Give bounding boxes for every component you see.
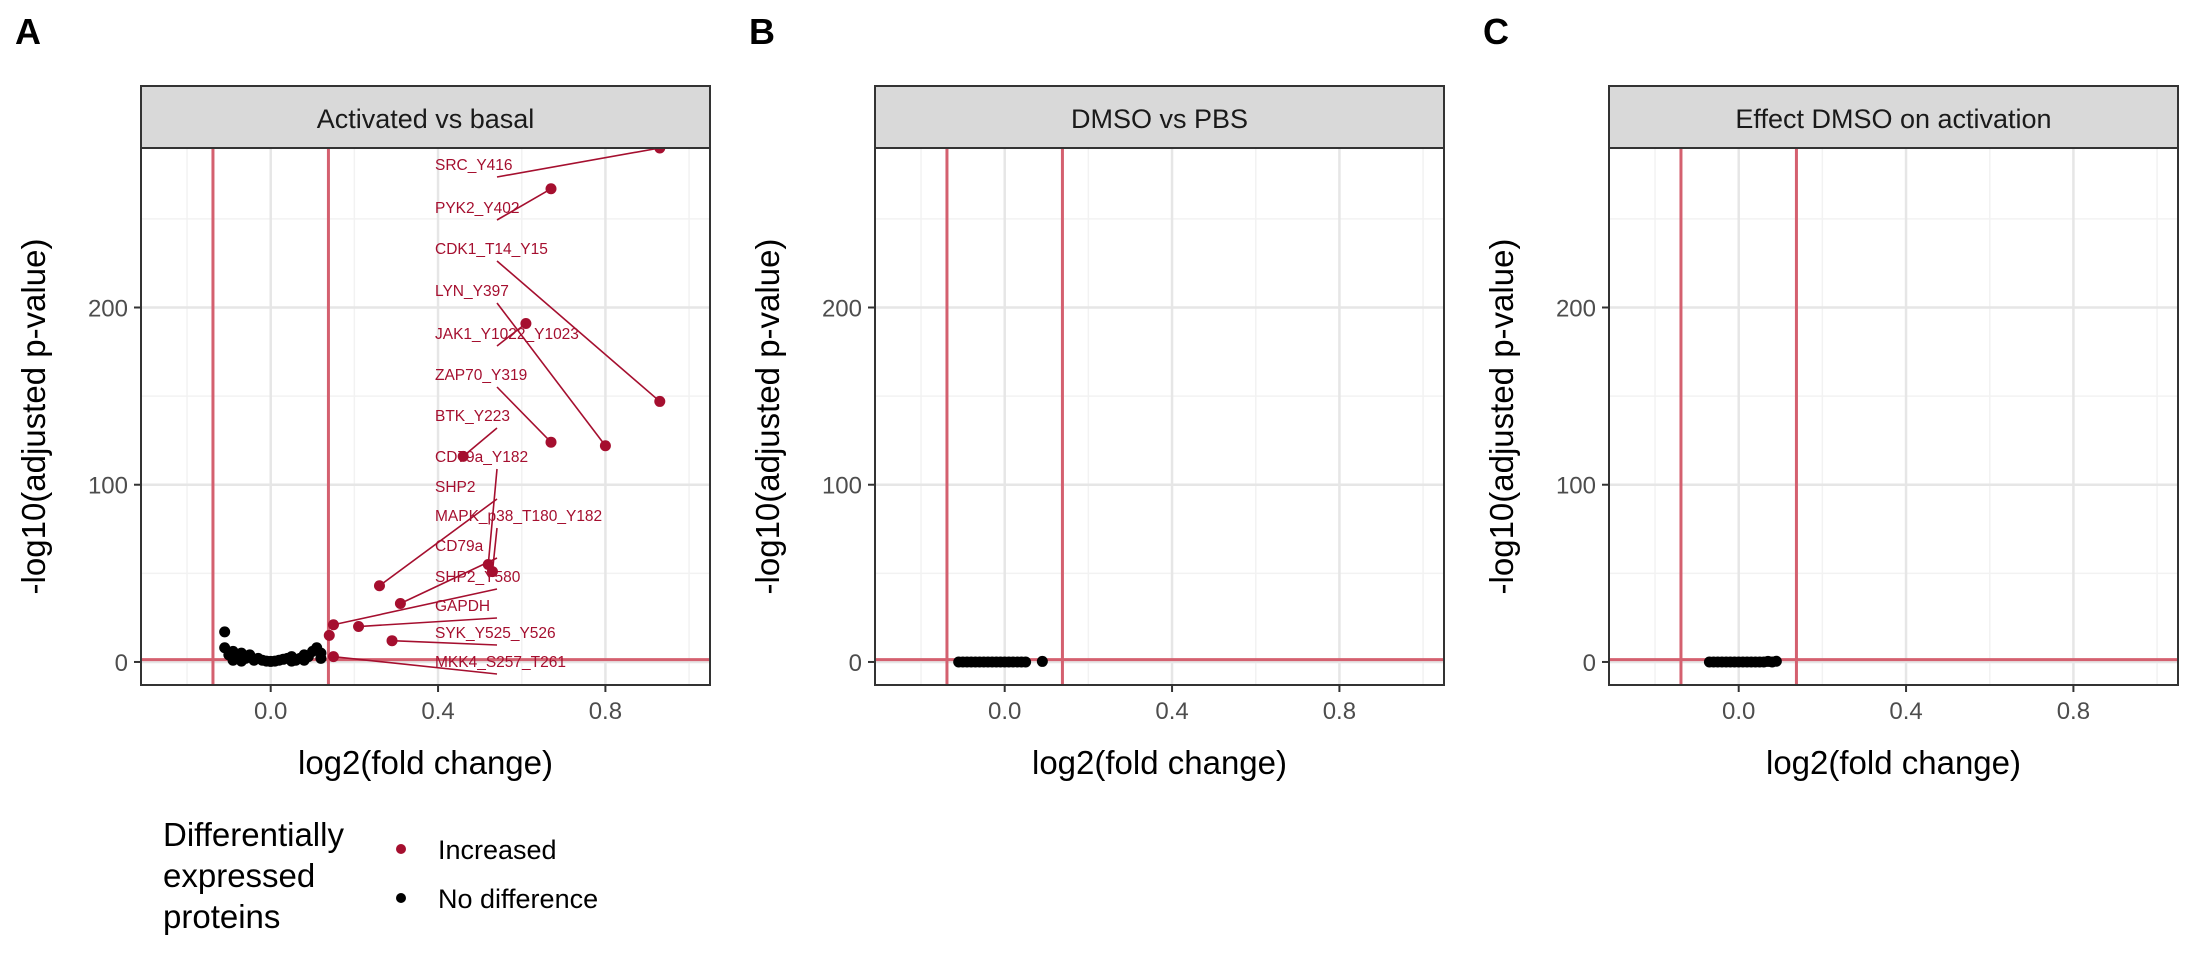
y-tick-label: 200: [88, 296, 128, 323]
legend-title-line-1: Differentially: [163, 816, 344, 853]
leader-line-jak1-y1022-y1023: [496, 322, 527, 347]
legend-key-increased: [396, 844, 406, 854]
y-axis-title: -log10(adjusted p-value): [1483, 239, 1520, 595]
point-label-jak1-y1022-y1023: JAK1_Y1022_Y1023: [435, 326, 579, 343]
leader-line-cd79a-y182: [487, 468, 498, 565]
facet-strip-title: Activated vs basal: [317, 104, 535, 134]
leader-line-src-y416: [496, 148, 660, 178]
x-axis-title: log2(fold change): [298, 744, 553, 781]
plot-area: [1609, 148, 2178, 685]
legend: Differentially expressed proteins Increa…: [163, 816, 598, 935]
y-axis-title: -log10(adjusted p-value): [749, 239, 786, 595]
point-label-zap70-y319: ZAP70_Y319: [435, 367, 527, 384]
y-tick-label: 200: [1556, 296, 1596, 323]
leader-line-pyk2-y402: [496, 188, 552, 221]
point-no-difference: [298, 654, 310, 666]
leader-line-syk-y525-y526: [391, 639, 498, 646]
x-tick-label: 0.8: [589, 698, 622, 725]
panel-a: A Activated vs basal SRC_Y416 PYK2_Y402 CDK1…: [15, 11, 711, 781]
facet-strip-title: Effect DMSO on activation: [1735, 104, 2051, 134]
leader-line-shp2-y580: [333, 588, 498, 626]
panel-border: [140, 147, 711, 686]
x-tick-label: 0.4: [1155, 698, 1188, 725]
y-tick-label: 100: [822, 473, 862, 500]
x-tick-label: 0.4: [421, 698, 454, 725]
point-increased-src-y416: [654, 148, 666, 154]
leader-line-shp2: [379, 498, 498, 587]
panel-b: B DMSO vs PBS 0.0 0.4 0.8 0 100 200 log2(fold ch…: [749, 11, 1445, 781]
x-tick-label: 0.4: [1889, 698, 1922, 725]
point-no-difference: [235, 655, 247, 667]
plot-area: SRC_Y416 PYK2_Y402 CDK1_T14_Y15 LYN_Y397 JAK…: [141, 148, 710, 685]
x-tick-label: 0.8: [2057, 698, 2090, 725]
point-label-src-y416: SRC_Y416: [435, 157, 513, 174]
y-tick-label: 0: [115, 650, 128, 677]
point-increased: [323, 629, 335, 641]
point-no-difference: [315, 647, 327, 659]
panel-border: [1608, 147, 2179, 686]
facet-strip-title: DMSO vs PBS: [1071, 104, 1248, 134]
point-no-difference: [227, 654, 239, 666]
point-label-gapdh: GAPDH: [435, 598, 490, 615]
x-tick-label: 0.8: [1323, 698, 1356, 725]
point-label-shp2-y580: SHP2_Y580: [435, 569, 521, 586]
x-tick-label: 0.0: [254, 698, 287, 725]
panel-border: [874, 147, 1445, 686]
legend-key-no-difference: [396, 893, 406, 903]
y-tick-label: 100: [88, 473, 128, 500]
facet-strip: [140, 85, 711, 149]
panels-layer: A Activated vs basal SRC_Y416 PYK2_Y402 CDK1…: [15, 11, 2179, 781]
point-no-difference: [286, 655, 298, 667]
y-tick-label: 200: [822, 296, 862, 323]
legend-label-no-difference: No difference: [438, 884, 598, 914]
legend-title-line-3: proteins: [163, 898, 280, 935]
leader-line-zap70-y319: [496, 386, 552, 443]
grid: [141, 148, 710, 685]
facet-strip: [874, 85, 1445, 149]
point-label-mapk-p38-t180-y182: MAPK_p38_T180_Y182: [435, 508, 602, 525]
y-tick-label: 100: [1556, 473, 1596, 500]
point-label-cd79a-y182: CD79a_Y182: [435, 449, 528, 466]
x-tick-label: 0.0: [1722, 698, 1755, 725]
leader-line-mkk4-s257-t261: [333, 655, 498, 675]
point-label-pyk2-y402: PYK2_Y402: [435, 200, 519, 217]
plot-area: [875, 148, 1444, 685]
panel-c: C Effect DMSO on activation 0.0 0.4 0.8 0 100 2…: [1483, 11, 2179, 781]
point-label-cdk1-t14-y15: CDK1_T14_Y15: [435, 241, 548, 258]
grid: [875, 148, 1444, 685]
point-label-shp2: SHP2: [435, 479, 476, 496]
facet-strip: [1608, 85, 2179, 149]
point-label-btk-y223: BTK_Y223: [435, 408, 510, 425]
point-no-difference: [1036, 655, 1048, 667]
y-axis-title: -log10(adjusted p-value): [15, 239, 52, 595]
point-label-lyn-y397: LYN_Y397: [435, 283, 509, 300]
point-no-difference: [1020, 656, 1032, 668]
point-no-difference: [1770, 655, 1782, 667]
leader-line-mapk-p38-t180-y182: [491, 527, 498, 572]
point-label-syk-y525-y526: SYK_Y525_Y526: [435, 625, 556, 642]
x-axis-title: log2(fold change): [1032, 744, 1287, 781]
leader-line-cd79a: [400, 557, 498, 605]
legend-label-increased: Increased: [438, 835, 557, 865]
panel-letter: A: [15, 11, 41, 52]
leader-line-gapdh: [358, 617, 498, 628]
legend-title-line-2: expressed: [163, 857, 315, 894]
grid: [1609, 148, 2178, 685]
point-label-mkk4-s257-t261: MKK4_S257_T261: [435, 654, 566, 671]
leader-line-btk-y223: [462, 427, 498, 457]
x-tick-label: 0.0: [988, 698, 1021, 725]
x-axis-title: log2(fold change): [1766, 744, 2021, 781]
leader-line-cdk1-t14-y15: [496, 260, 661, 403]
y-tick-label: 0: [1583, 650, 1596, 677]
point-no-difference: [219, 626, 231, 638]
point-label-cd79a: CD79a: [435, 538, 484, 555]
panel-letter: C: [1483, 11, 1509, 52]
leader-line-lyn-y397: [496, 302, 607, 447]
y-tick-label: 0: [849, 650, 862, 677]
panel-letter: B: [749, 11, 775, 52]
